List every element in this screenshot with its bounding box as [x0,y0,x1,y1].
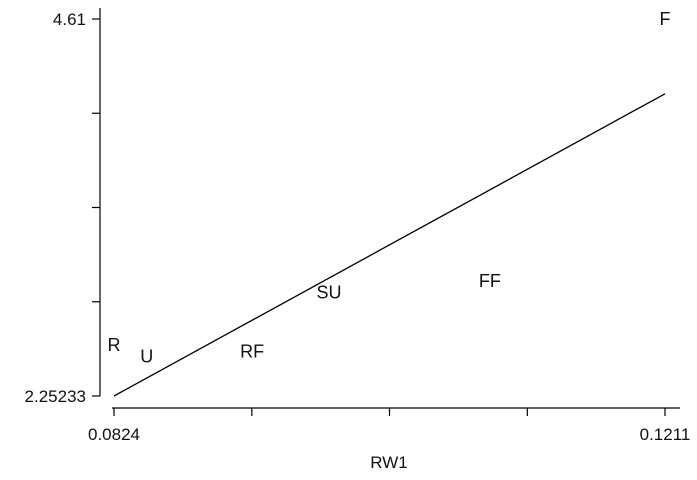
x-tick-label: 0.1211 [640,425,691,444]
y-tick-label: 2.25233 [25,387,86,406]
y-axis-ticks: 2.25233 4.61 [25,10,100,406]
fit-line-group [113,93,666,397]
point-label-su: SU [316,282,341,302]
y-tick-label: 4.61 [53,10,86,29]
x-tick-label: 0.0824 [88,425,140,444]
point-label-ff: FF [479,271,501,291]
point-label-r: R [108,335,121,355]
x-axis-label: RW1 [370,453,407,472]
plot-area [99,8,680,409]
point-label-u: U [140,346,153,366]
point-label-f: F [660,9,671,29]
point-label-rf: RF [240,342,264,362]
regression-line [113,93,666,397]
x-axis-ticks: 0.0824 0.1211 [88,408,690,444]
